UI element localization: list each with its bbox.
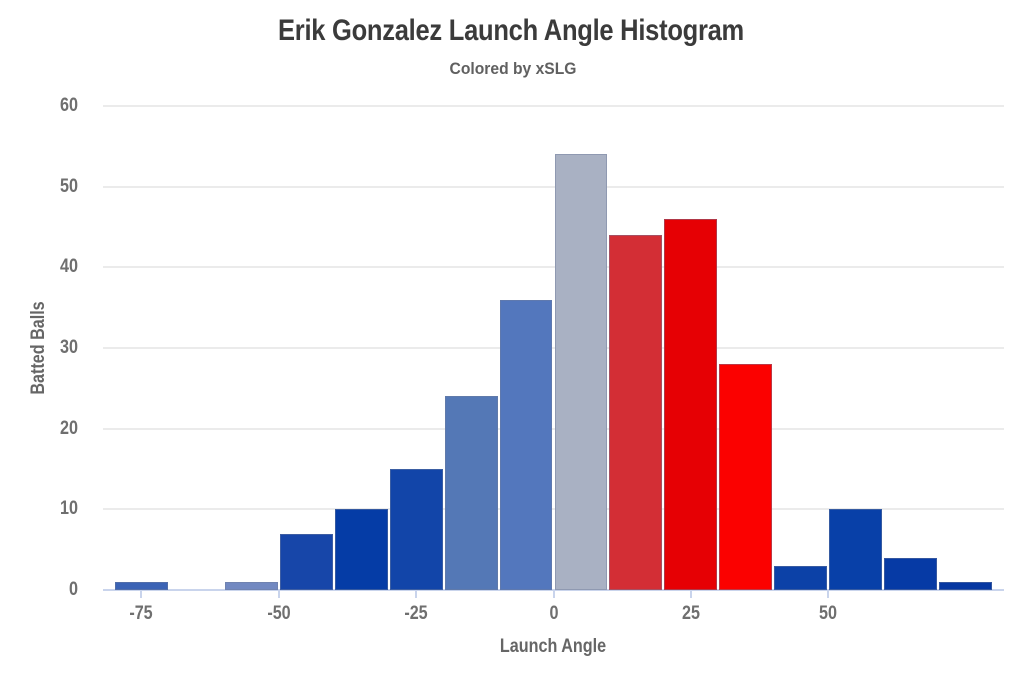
y-gridline xyxy=(103,427,1004,430)
histogram-bar[interactable] xyxy=(829,509,883,590)
x-axis-title: Launch Angle xyxy=(499,636,607,657)
x-tick-label: -25 xyxy=(404,603,428,624)
x-tick-mark xyxy=(827,590,830,598)
x-tick-mark xyxy=(277,590,280,598)
y-tick-label: 0 xyxy=(69,579,78,600)
x-tick-label: -75 xyxy=(129,603,154,624)
y-tick-label: 30 xyxy=(60,337,78,358)
y-gridline xyxy=(103,266,1004,269)
y-gridline xyxy=(103,508,1004,511)
y-axis-title: Batted Balls xyxy=(28,301,49,395)
x-tick-label: 0 xyxy=(549,603,558,624)
histogram-bar[interactable] xyxy=(499,299,553,590)
histogram-bar[interactable] xyxy=(719,364,773,590)
histogram-bar[interactable] xyxy=(554,154,608,590)
y-tick-label: 20 xyxy=(60,417,78,439)
histogram-bar[interactable] xyxy=(114,581,168,590)
chart-subtitle: Colored by xSLG xyxy=(449,59,577,78)
histogram-bar[interactable] xyxy=(224,581,278,590)
x-tick-mark xyxy=(140,590,143,598)
histogram-bar[interactable] xyxy=(884,557,938,590)
histogram-bar[interactable] xyxy=(609,235,663,590)
y-gridline xyxy=(103,105,1004,107)
y-gridline xyxy=(103,347,1004,349)
histogram-bar[interactable] xyxy=(334,509,388,590)
histogram-bar[interactable] xyxy=(664,218,718,590)
x-tick-mark xyxy=(552,590,555,598)
y-tick-label: 40 xyxy=(60,256,78,278)
y-tick-label: 50 xyxy=(60,175,78,197)
chart-title: Erik Gonzalez Launch Angle Histogram xyxy=(278,14,744,47)
histogram-bar[interactable] xyxy=(939,581,992,590)
x-tick-mark xyxy=(415,590,418,598)
x-tick-label: -50 xyxy=(267,603,291,624)
histogram-bar[interactable] xyxy=(389,469,443,590)
histogram-bar[interactable] xyxy=(279,533,333,590)
histogram-bar[interactable] xyxy=(774,565,828,590)
histogram-bar[interactable] xyxy=(444,396,498,590)
y-tick-label: 10 xyxy=(60,498,78,520)
y-tick-label: 60 xyxy=(60,95,78,116)
y-gridline xyxy=(103,185,1004,188)
x-tick-mark xyxy=(689,590,692,598)
x-tick-label: 50 xyxy=(819,603,838,624)
x-tick-label: 25 xyxy=(681,603,700,624)
